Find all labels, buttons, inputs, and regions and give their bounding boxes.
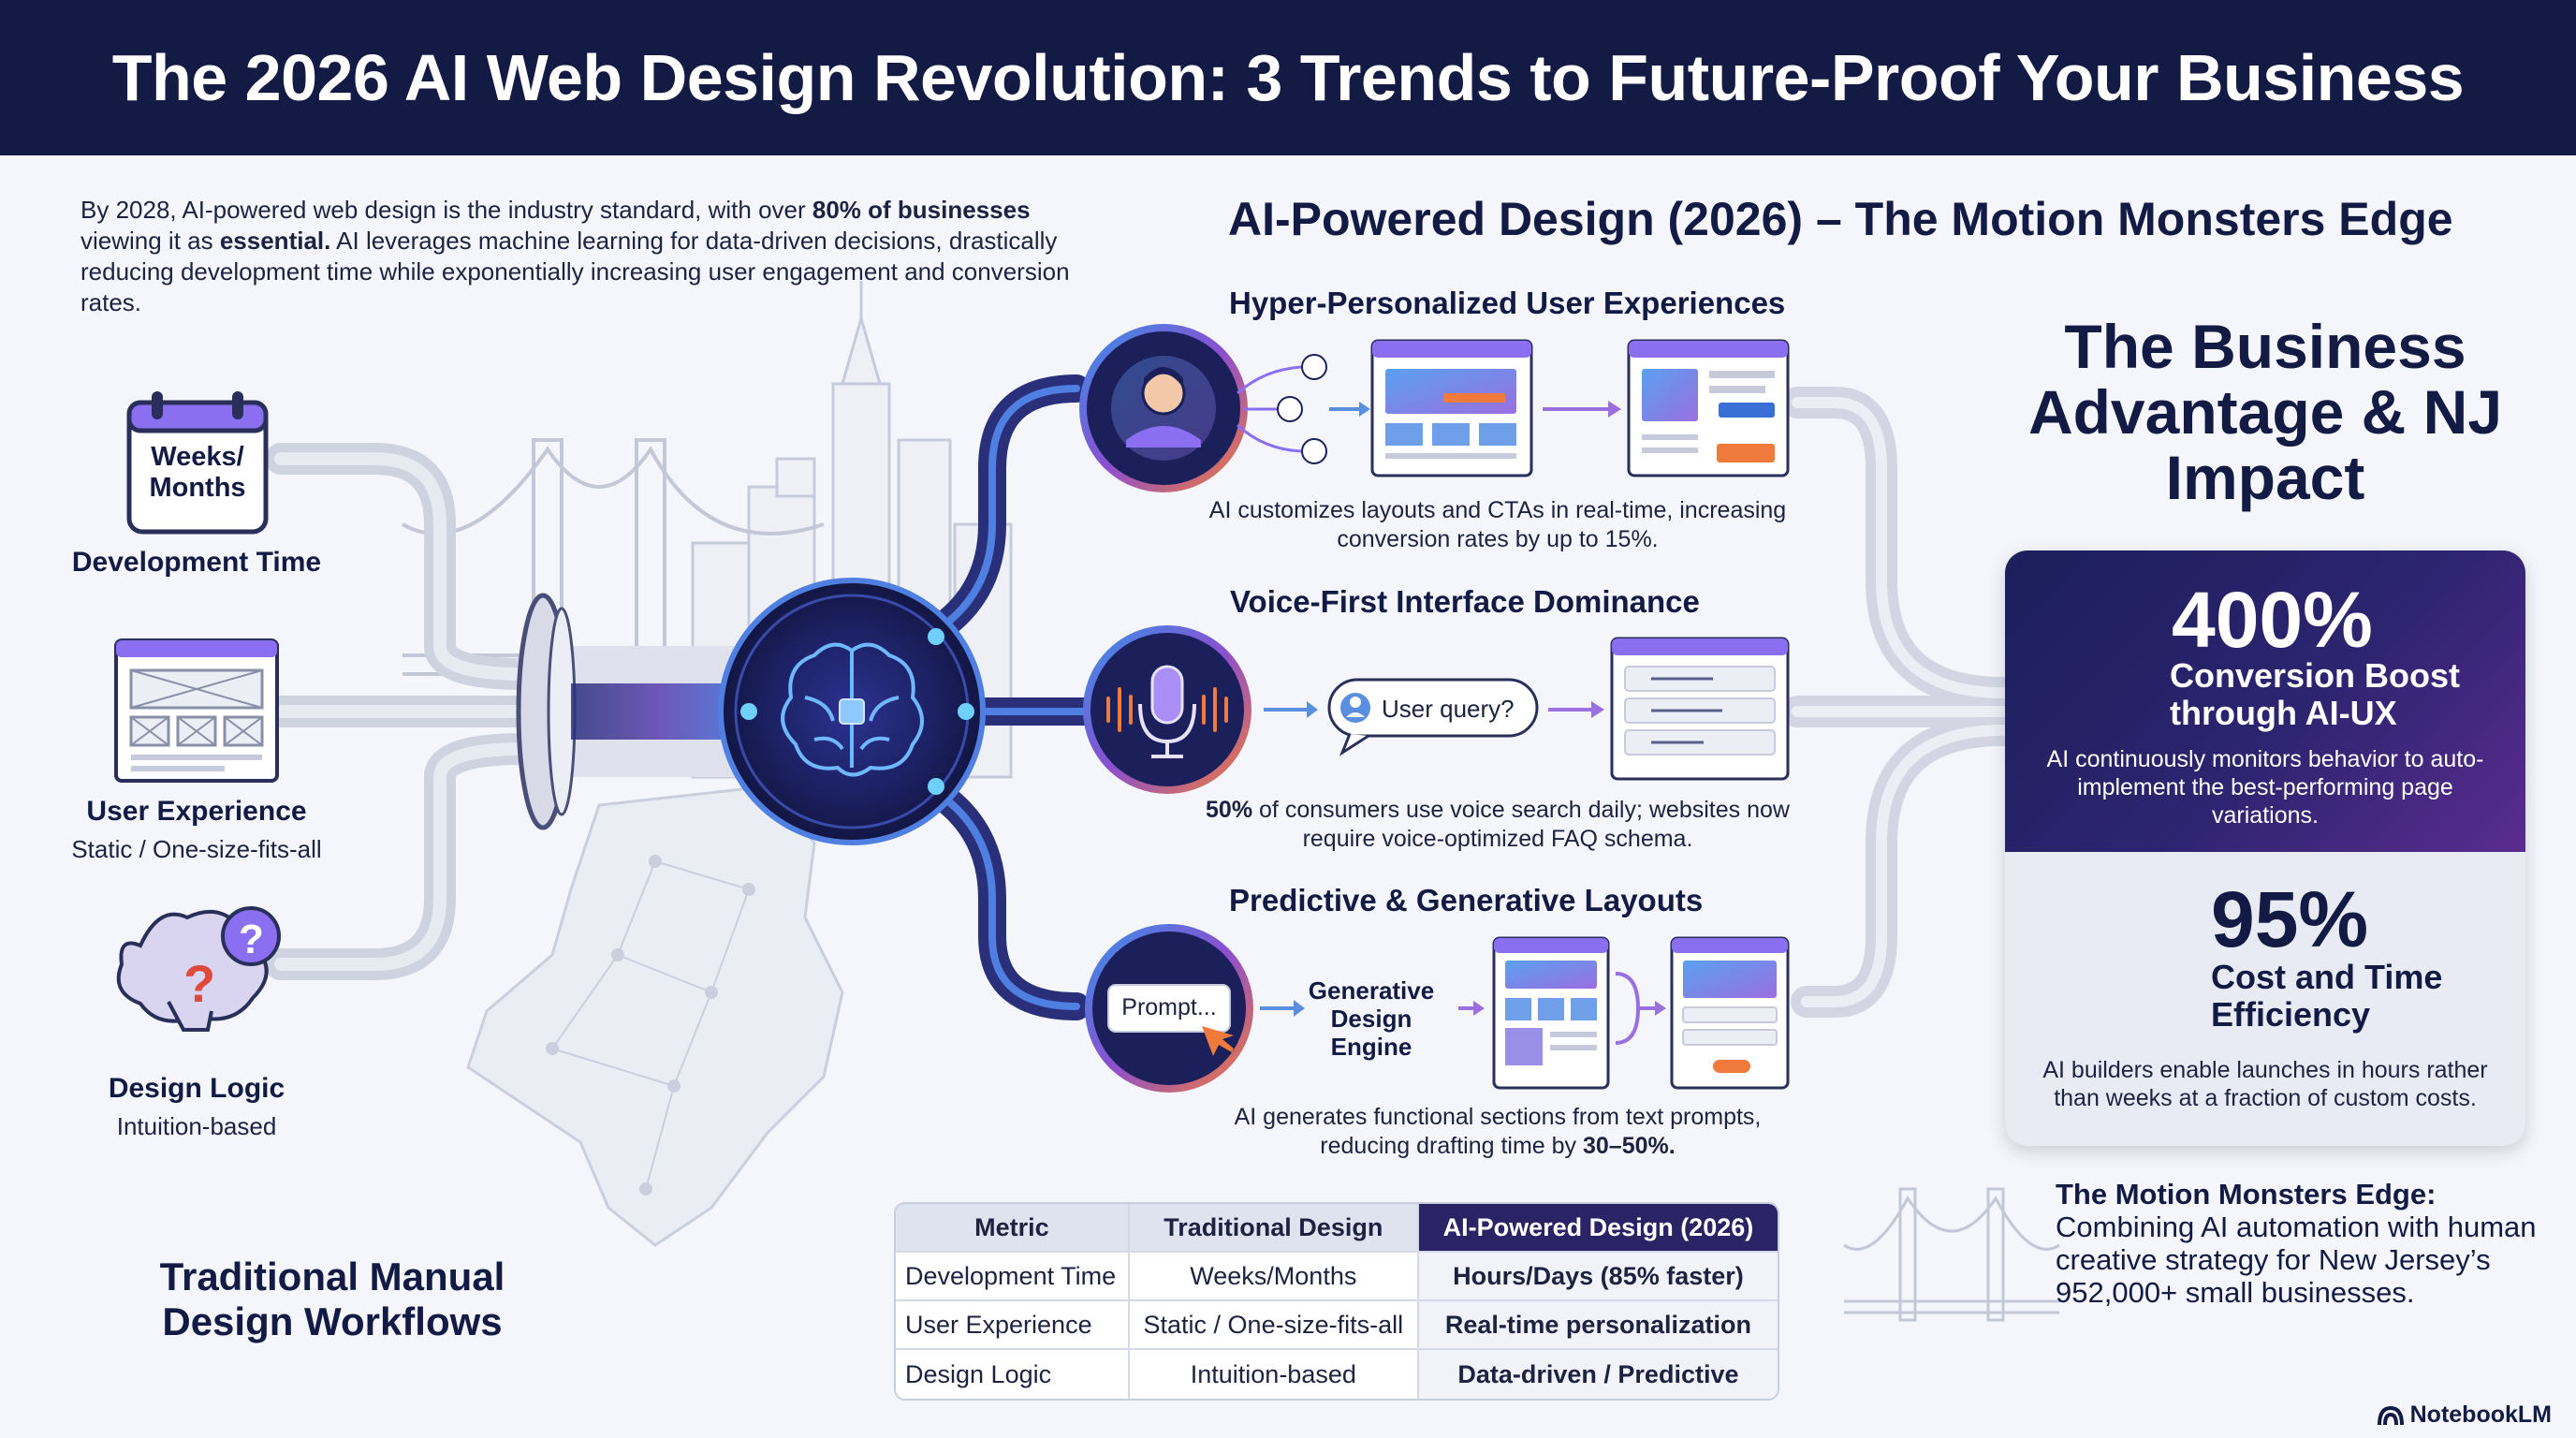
right-pipes	[913, 374, 1100, 1020]
table-header-cell: AI-Powered Design (2026)	[1418, 1204, 1778, 1253]
table-header-cell: Traditional Design	[1129, 1204, 1419, 1253]
new-jersey-map	[466, 785, 844, 1247]
trend-desc-voice: 50% of consumers use voice search daily;…	[1198, 796, 1797, 854]
trend-title-personalization: Hyper-Personalized User Experiences	[1229, 286, 1786, 320]
business-stats-card: 400% Conversion Boost through AI-UX AI c…	[2005, 550, 2525, 1146]
table-row: Design Logic Intuition-based Data-driven…	[896, 1350, 1778, 1399]
left-item-user-experience: User Experience Static / One-size-fits-a…	[37, 796, 356, 864]
brand-text: NotebookLM	[2409, 1401, 2552, 1428]
flow-diagram: ? ? $	[114, 281, 2188, 1322]
stat-desc-conversion: AI continuously monitors behavior to aut…	[2046, 746, 2484, 829]
left-item-development-time: Development Time	[37, 547, 356, 579]
svg-text:?: ?	[183, 954, 215, 1013]
stat-desc-efficiency: AI builders enable launches in hours rat…	[2042, 1057, 2488, 1111]
table-cell: User Experience	[896, 1301, 1130, 1350]
generative-engine-label: Generative Design Engine	[1308, 976, 1435, 1061]
left-item-sub: Intuition-based	[116, 1112, 277, 1140]
page-title: The 2026 AI Web Design Revolution: 3 Tre…	[111, 41, 2465, 114]
table-cell: Intuition-based	[1130, 1350, 1419, 1399]
left-item-title: Design Logic	[108, 1073, 285, 1104]
table-cell: Development Time	[896, 1253, 1130, 1301]
trend-icon-voice	[1083, 625, 1318, 794]
bridge-small-illustration	[1843, 1187, 2060, 1322]
branch-arrows-icon	[1615, 972, 1666, 1045]
stat-value-conversion: 400%	[2172, 576, 2373, 664]
traditional-section-title: Traditional Manual Design Workflows	[159, 1255, 505, 1343]
notebooklm-brand: NotebookLM	[2377, 1401, 2552, 1429]
table-cell: Design Logic	[896, 1350, 1130, 1399]
trend-title-generative: Predictive & Generative Layouts	[1229, 883, 1704, 917]
header-bar: The 2026 AI Web Design Revolution: 3 Tre…	[0, 0, 2576, 155]
table-header-row: Metric Traditional Design AI-Powered Des…	[896, 1204, 1778, 1253]
trend-desc-generative-text: AI generates functional sections from te…	[1234, 1104, 1762, 1159]
intro-paragraph: By 2028, AI-powered web design is the in…	[80, 195, 1091, 318]
motion-monsters-edge: The Motion Monsters Edge: Combining AI a…	[2056, 1178, 2542, 1309]
arrow-right-icon	[1543, 401, 1621, 418]
ai-section-title: AI-Powered Design (2026) – The Motion Mo…	[1228, 193, 2453, 245]
static-layout-icon	[114, 638, 279, 783]
intro-bold-2: essential.	[219, 227, 331, 255]
trend-desc-voice-text: of consumers use voice search daily; web…	[1252, 797, 1790, 852]
personalized-layout-1	[1370, 339, 1533, 477]
calendar-text: Weeks/ Months	[129, 442, 266, 504]
arrow-right-icon	[1458, 1001, 1485, 1016]
table-cell: Data-driven / Predictive	[1418, 1350, 1778, 1399]
left-item-sub: Static / One-size-fits-all	[71, 835, 322, 863]
table-cell: Hours/Days (85% faster)	[1418, 1253, 1778, 1301]
table-row: Development Time Weeks/Months Hours/Days…	[896, 1253, 1778, 1301]
trend-desc-personalization: AI customizes layouts and CTAs in real-t…	[1208, 497, 1787, 552]
trend-title-voice: Voice-First Interface Dominance	[1230, 584, 1700, 619]
comparison-table: Metric Traditional Design AI-Powered Des…	[894, 1202, 1779, 1401]
faq-schema-panel	[1610, 637, 1790, 781]
arrow-right-icon	[1548, 701, 1604, 718]
user-query-bubble	[1327, 678, 1539, 756]
trend-desc-generative-bold: 30–50%.	[1583, 1133, 1676, 1159]
table-cell: Real-time personalization	[1418, 1301, 1778, 1350]
personalized-layout-2	[1627, 339, 1790, 477]
business-pipes	[1781, 387, 2019, 1018]
left-pipes-inner	[274, 452, 531, 971]
business-title: The Business Advantage & NJ Impact	[2027, 312, 2503, 512]
trend-icon-personalization	[1079, 324, 1370, 492]
stat-label-efficiency: Cost and Time Efficiency	[2211, 958, 2443, 1034]
calendar-text-line-1: Weeks/	[151, 442, 244, 472]
trend-desc-generative: AI generates functional sections from te…	[1189, 1103, 1807, 1161]
left-item-design-logic: Design Logic Intuition-based	[37, 1073, 356, 1141]
prompt-text: Prompt...	[1121, 994, 1217, 1020]
table-header-cell: Metric	[896, 1204, 1130, 1253]
user-query-text: User query?	[1382, 695, 1515, 723]
trend-icon-generative	[1085, 924, 1305, 1093]
stat-label-conversion: Conversion Boost through AI-UX	[2170, 656, 2461, 732]
calendar-icon	[126, 391, 269, 535]
intro-text-1: By 2028, AI-powered web design is the in…	[80, 196, 812, 224]
left-item-title: Development Time	[71, 547, 322, 578]
trend-desc-voice-bold: 50%	[1206, 797, 1253, 823]
notebooklm-logo-icon	[2377, 1405, 2404, 1425]
table-cell: Static / One-size-fits-all	[1129, 1301, 1419, 1350]
svg-text:?: ?	[239, 917, 264, 962]
table-row: User Experience Static / One-size-fits-a…	[896, 1301, 1778, 1350]
ai-brain-hub	[718, 578, 986, 845]
stat-card-top	[2005, 550, 2525, 852]
intro-bold-1: 80% of businesses	[812, 196, 1031, 224]
left-item-title: User Experience	[86, 796, 307, 827]
intro-text-2: viewing it as	[80, 227, 220, 255]
edge-title: The Motion Monsters Edge:	[2056, 1178, 2437, 1211]
intro-text-3: AI leverages machine learning for data-d…	[80, 227, 1070, 316]
table-cell: Weeks/Months	[1129, 1253, 1419, 1301]
calendar-text-line-2: Months	[149, 473, 246, 503]
generated-layout-1	[1492, 936, 1610, 1090]
edge-description: Combining AI automation with human creat…	[2056, 1211, 2537, 1309]
brain-question-icon: ? ?	[116, 906, 281, 1032]
stat-value-efficiency: 95%	[2211, 875, 2369, 963]
generated-layout-2	[1670, 936, 1790, 1090]
